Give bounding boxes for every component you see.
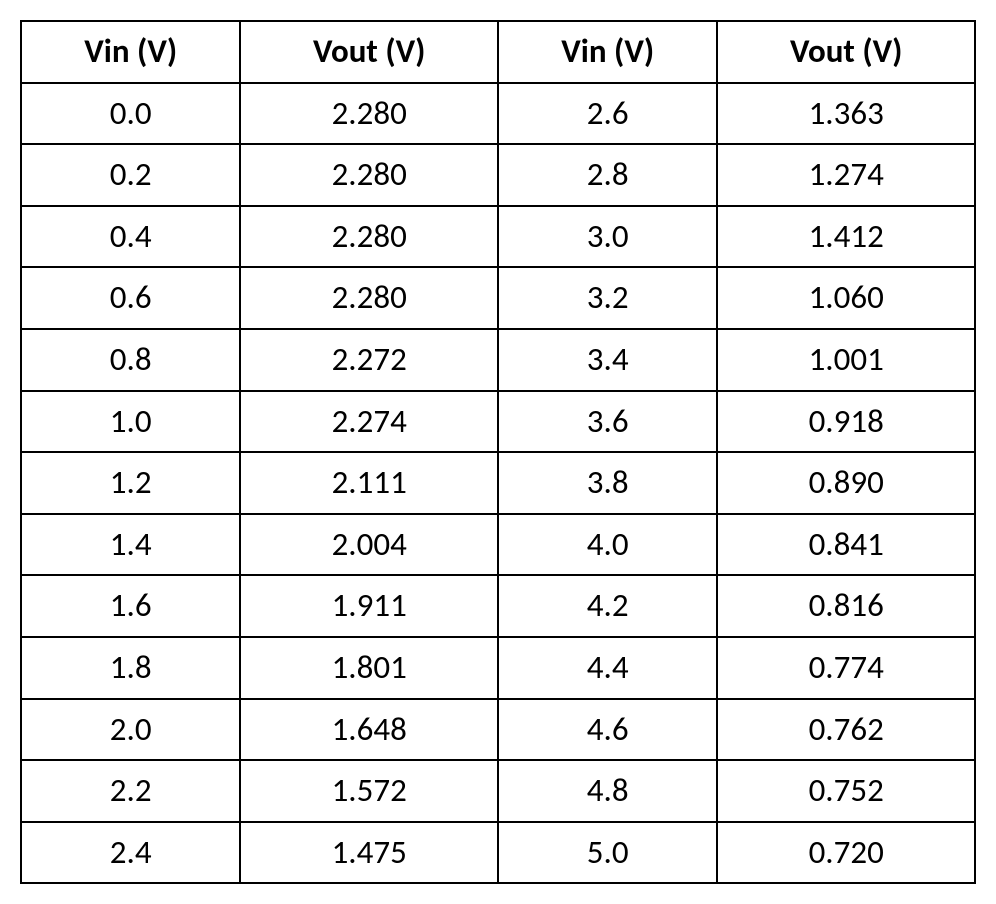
table-row: 1.6 1.911 4.2 0.816 — [21, 575, 975, 637]
table-row: 0.8 2.272 3.4 1.001 — [21, 329, 975, 391]
table-cell: 1.648 — [240, 699, 498, 761]
table-cell: 1.001 — [717, 329, 975, 391]
table-cell: 0.762 — [717, 699, 975, 761]
table-cell: 0.752 — [717, 760, 975, 822]
table-cell: 1.412 — [717, 206, 975, 268]
table-cell: 0.6 — [21, 267, 240, 329]
table-cell: 1.6 — [21, 575, 240, 637]
table-cell: 3.4 — [498, 329, 717, 391]
table-cell: 0.720 — [717, 822, 975, 884]
table-cell: 2.111 — [240, 452, 498, 514]
table-cell: 3.2 — [498, 267, 717, 329]
table-cell: 0.816 — [717, 575, 975, 637]
table-cell: 4.6 — [498, 699, 717, 761]
table-cell: 0.8 — [21, 329, 240, 391]
table-cell: 1.801 — [240, 637, 498, 699]
table-row: 1.2 2.111 3.8 0.890 — [21, 452, 975, 514]
table-cell: 1.274 — [717, 144, 975, 206]
table-cell: 4.0 — [498, 514, 717, 576]
table-row: 2.2 1.572 4.8 0.752 — [21, 760, 975, 822]
table-row: 1.4 2.004 4.0 0.841 — [21, 514, 975, 576]
table-row: 1.8 1.801 4.4 0.774 — [21, 637, 975, 699]
table-cell: 2.280 — [240, 206, 498, 268]
table-cell: 0.0 — [21, 83, 240, 145]
table-cell: 1.2 — [21, 452, 240, 514]
table-cell: 2.280 — [240, 267, 498, 329]
table-cell: 1.363 — [717, 83, 975, 145]
table-cell: 0.890 — [717, 452, 975, 514]
table-row: 0.0 2.280 2.6 1.363 — [21, 83, 975, 145]
table-cell: 4.4 — [498, 637, 717, 699]
table-cell: 4.2 — [498, 575, 717, 637]
table-cell: 1.911 — [240, 575, 498, 637]
table-cell: 2.274 — [240, 391, 498, 453]
table-cell: 0.4 — [21, 206, 240, 268]
table-cell: 2.4 — [21, 822, 240, 884]
table-header-row: Vin (V) Vout (V) Vin (V) Vout (V) — [21, 21, 975, 83]
table-cell: 2.0 — [21, 699, 240, 761]
table-cell: 1.0 — [21, 391, 240, 453]
table-cell: 2.2 — [21, 760, 240, 822]
table-row: 0.6 2.280 3.2 1.060 — [21, 267, 975, 329]
table-cell: 2.6 — [498, 83, 717, 145]
table-cell: 0.841 — [717, 514, 975, 576]
table-cell: 2.8 — [498, 144, 717, 206]
col-header-vout-1: Vout (V) — [240, 21, 498, 83]
table-cell: 5.0 — [498, 822, 717, 884]
table-cell: 1.8 — [21, 637, 240, 699]
table-cell: 2.272 — [240, 329, 498, 391]
col-header-vin-2: Vin (V) — [498, 21, 717, 83]
table-cell: 2.280 — [240, 83, 498, 145]
table-row: 1.0 2.274 3.6 0.918 — [21, 391, 975, 453]
table-cell: 3.0 — [498, 206, 717, 268]
voltage-table: Vin (V) Vout (V) Vin (V) Vout (V) 0.0 2.… — [20, 20, 976, 884]
table-cell: 0.918 — [717, 391, 975, 453]
table-cell: 4.8 — [498, 760, 717, 822]
table-cell: 2.004 — [240, 514, 498, 576]
col-header-vout-2: Vout (V) — [717, 21, 975, 83]
table-cell: 0.2 — [21, 144, 240, 206]
table-cell: 3.6 — [498, 391, 717, 453]
voltage-table-container: Vin (V) Vout (V) Vin (V) Vout (V) 0.0 2.… — [20, 20, 976, 884]
table-cell: 0.774 — [717, 637, 975, 699]
col-header-vin-1: Vin (V) — [21, 21, 240, 83]
table-cell: 2.280 — [240, 144, 498, 206]
table-row: 2.4 1.475 5.0 0.720 — [21, 822, 975, 884]
table-row: 0.2 2.280 2.8 1.274 — [21, 144, 975, 206]
table-cell: 1.4 — [21, 514, 240, 576]
table-cell: 1.060 — [717, 267, 975, 329]
table-cell: 3.8 — [498, 452, 717, 514]
table-row: 0.4 2.280 3.0 1.412 — [21, 206, 975, 268]
table-cell: 1.572 — [240, 760, 498, 822]
table-cell: 1.475 — [240, 822, 498, 884]
table-row: 2.0 1.648 4.6 0.762 — [21, 699, 975, 761]
